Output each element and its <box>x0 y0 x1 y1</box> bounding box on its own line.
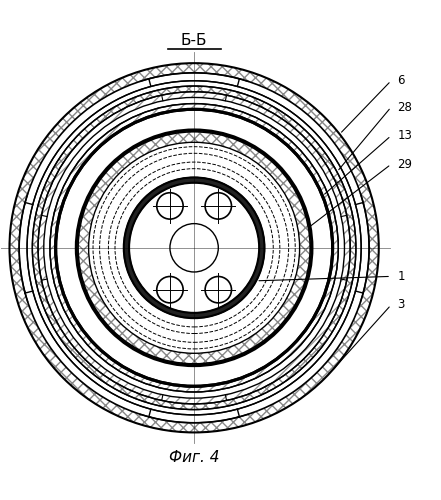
Text: 28: 28 <box>397 100 412 114</box>
Circle shape <box>157 192 183 219</box>
Polygon shape <box>152 410 236 423</box>
Circle shape <box>32 86 356 410</box>
Circle shape <box>50 104 338 392</box>
Text: 29: 29 <box>397 158 412 171</box>
Circle shape <box>205 276 232 303</box>
Circle shape <box>205 192 232 219</box>
Text: 6: 6 <box>397 74 405 87</box>
Circle shape <box>78 132 310 364</box>
Text: 13: 13 <box>397 129 412 142</box>
Circle shape <box>10 63 379 432</box>
Circle shape <box>157 276 183 303</box>
Circle shape <box>38 92 350 404</box>
Text: 1: 1 <box>397 270 405 283</box>
Circle shape <box>76 130 312 366</box>
Polygon shape <box>356 206 369 290</box>
Polygon shape <box>19 206 32 290</box>
Polygon shape <box>152 73 236 86</box>
Circle shape <box>170 224 218 272</box>
Text: Б-Б: Б-Б <box>181 33 207 48</box>
Circle shape <box>10 63 379 432</box>
Text: Фиг. 4: Фиг. 4 <box>169 450 219 465</box>
Text: 3: 3 <box>397 298 404 312</box>
Circle shape <box>56 110 333 386</box>
